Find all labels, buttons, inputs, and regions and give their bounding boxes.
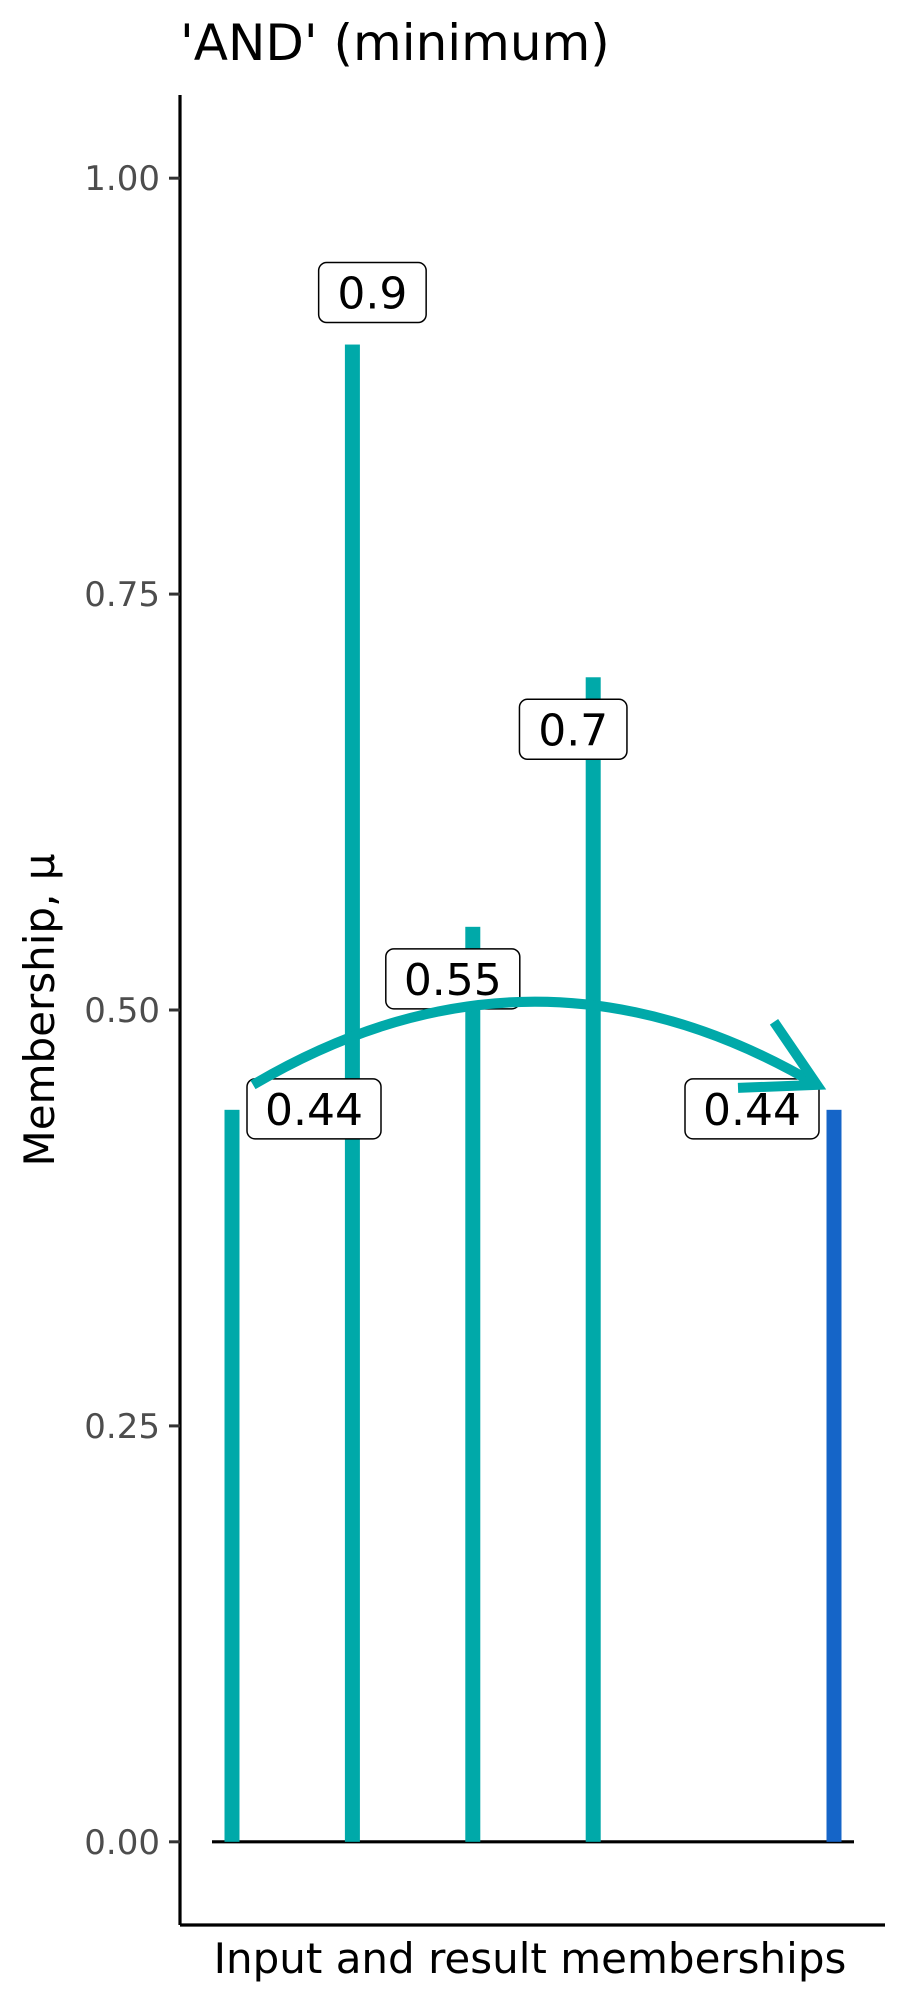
data-label: 0.7 <box>518 698 628 761</box>
data-label: 0.55 <box>385 948 521 1010</box>
annotation-arrow <box>250 996 827 1093</box>
y-tick-label: 0.50 <box>84 991 160 1031</box>
data-label: 0.9 <box>317 261 427 324</box>
x-axis-label: Input and result memberships <box>214 1934 847 1983</box>
y-axis: 0.00 0.25 0.50 0.75 1.00 <box>84 95 182 1925</box>
data-label: 0.44 <box>246 1078 382 1140</box>
y-tick-label: 1.00 <box>84 159 160 199</box>
data-label-value: 0.7 <box>538 705 608 756</box>
y-tick-label: 0.25 <box>84 1407 160 1447</box>
data-label-value: 0.9 <box>337 269 407 320</box>
data-labels: 0.44 0.9 0.55 0.7 0.44 <box>246 261 820 1140</box>
data-label-box <box>317 261 427 324</box>
chart-title: 'AND' (minimum) <box>180 14 610 72</box>
data-label-value: 0.55 <box>404 955 502 1006</box>
data-label-box <box>684 1078 820 1140</box>
y-axis-label: Membership, μ <box>15 853 64 1166</box>
bar <box>585 677 601 1842</box>
y-tick-label: 0.75 <box>84 575 160 615</box>
bar <box>465 926 481 1842</box>
y-tick-label: 0.00 <box>84 1823 160 1863</box>
bar <box>224 1109 240 1842</box>
data-label-value: 0.44 <box>703 1085 801 1136</box>
arrow-head <box>737 1019 827 1093</box>
arrow-curve <box>250 996 820 1090</box>
data-label: 0.44 <box>684 1078 820 1140</box>
data-label-box <box>518 698 628 761</box>
data-label-value: 0.44 <box>265 1085 363 1136</box>
bar <box>826 1109 842 1842</box>
data-label-box <box>246 1078 382 1140</box>
